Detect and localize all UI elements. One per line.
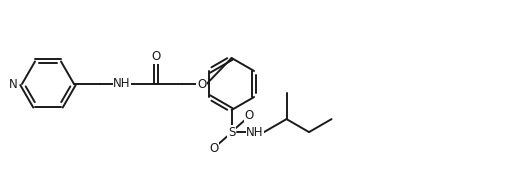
Text: O: O <box>245 109 254 122</box>
Text: O: O <box>197 78 206 90</box>
Text: N: N <box>9 78 18 90</box>
Text: NH: NH <box>113 77 131 89</box>
Text: S: S <box>228 126 235 139</box>
Text: NH: NH <box>246 126 264 139</box>
Text: O: O <box>152 50 161 63</box>
Text: O: O <box>210 142 219 155</box>
